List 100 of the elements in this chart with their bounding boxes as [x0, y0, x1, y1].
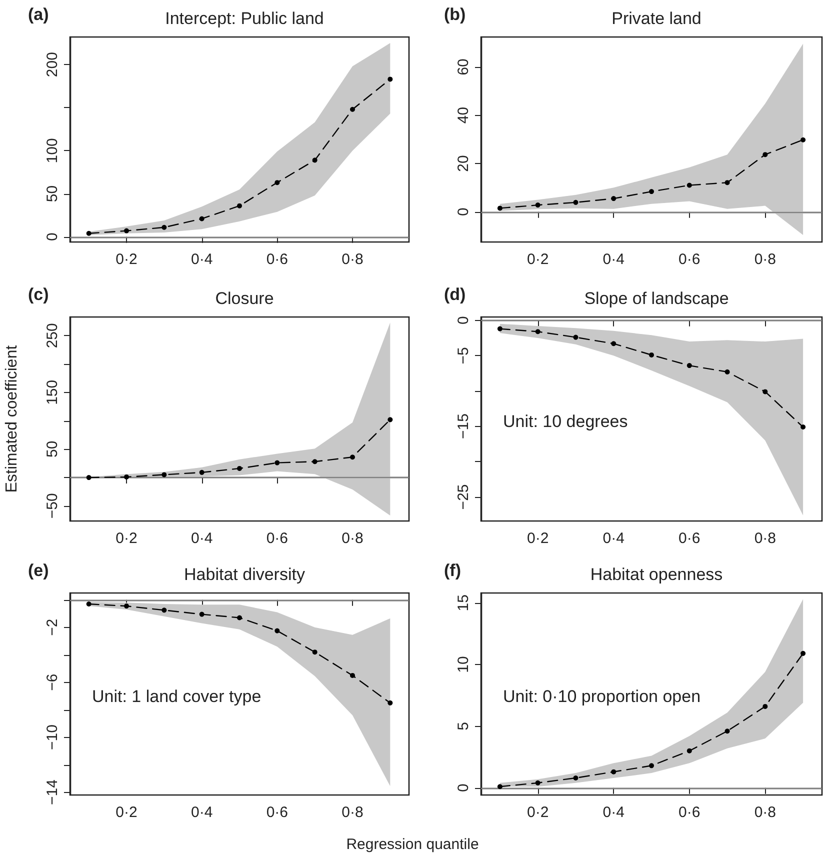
- point: [686, 748, 692, 754]
- x-tick-label: 0·6: [678, 804, 700, 821]
- chart-title: Intercept: Public land: [165, 9, 324, 28]
- point: [649, 189, 654, 194]
- text: (f): [444, 561, 461, 580]
- chart-title: Slope of landscape: [584, 289, 729, 308]
- x-tick-label: 0·4: [602, 530, 624, 547]
- point: [274, 628, 280, 634]
- y-tick-label: 60: [455, 58, 472, 76]
- annotation: Unit: 0·10 proportion open: [503, 686, 701, 706]
- point: [686, 182, 692, 188]
- point: [350, 672, 355, 678]
- x-tick-label: 0·6: [266, 530, 288, 547]
- y-tick-label: −10: [44, 724, 61, 750]
- x-tick-label: 0·6: [266, 804, 288, 821]
- point: [535, 780, 540, 786]
- x-tick-label: 0·2: [116, 251, 138, 268]
- text: (c): [28, 285, 49, 304]
- y-tick-label: 10: [455, 656, 472, 673]
- y-tick-label: 40: [455, 106, 472, 124]
- point: [274, 460, 280, 466]
- point: [800, 137, 806, 142]
- point: [611, 341, 616, 346]
- y-tick-label: 5: [455, 722, 472, 730]
- point: [237, 466, 242, 471]
- y-tick-label: 0: [455, 208, 472, 216]
- y-tick-label: 15: [455, 594, 472, 612]
- point: [611, 769, 616, 774]
- point: [312, 459, 318, 464]
- x-tick-label: 0·4: [190, 251, 213, 268]
- point: [573, 200, 578, 205]
- chart-title: Habitat diversity: [184, 565, 306, 584]
- point: [497, 206, 502, 211]
- text: (b): [444, 5, 466, 24]
- point: [388, 417, 393, 422]
- y-tick-label: 0: [455, 316, 472, 324]
- x-tick-label: 0·8: [342, 251, 364, 268]
- x-tick-label: 0·8: [754, 251, 776, 268]
- point: [86, 230, 92, 236]
- point: [649, 763, 654, 768]
- x-tick-label: 0·8: [342, 530, 364, 547]
- point: [497, 326, 502, 332]
- point: [573, 334, 578, 340]
- x-tick-label: 0·2: [116, 804, 138, 821]
- text: (e): [28, 561, 49, 580]
- x-tick-label: 0·4: [602, 804, 624, 821]
- point: [388, 700, 393, 706]
- point: [199, 612, 204, 617]
- point: [162, 472, 167, 478]
- point: [724, 369, 730, 374]
- y-tick-label: −14: [44, 780, 61, 805]
- text: (d): [444, 285, 466, 304]
- y-tick-label: −15: [455, 414, 472, 440]
- point: [199, 470, 204, 475]
- y-tick-label: 150: [44, 380, 61, 405]
- chart-title: Private land: [612, 9, 702, 28]
- chart-title: Closure: [215, 289, 274, 308]
- point: [199, 216, 204, 222]
- point: [388, 76, 393, 82]
- point: [124, 228, 129, 234]
- text: (a): [28, 5, 49, 24]
- x-tick-label: 0·8: [342, 804, 364, 821]
- y-tick-label: 100: [44, 138, 61, 164]
- point: [573, 775, 578, 780]
- x-tick-label: 0·6: [678, 530, 700, 547]
- x-tick-label: 0·8: [754, 530, 776, 547]
- point: [237, 203, 242, 208]
- point: [762, 152, 768, 158]
- y-tick-label: −25: [455, 484, 472, 510]
- x-tick-label: 0·4: [190, 530, 213, 547]
- y-tick-label: 20: [455, 155, 472, 172]
- y-tick-label: 0: [455, 784, 472, 792]
- point: [535, 329, 540, 334]
- point: [535, 202, 540, 208]
- y-tick-label: −2: [44, 618, 61, 636]
- point: [162, 608, 167, 613]
- point: [762, 389, 768, 394]
- x-tick-label: 0·4: [602, 251, 624, 268]
- y-axis-title: Estimated coefficient: [4, 344, 20, 493]
- point: [86, 601, 92, 606]
- point: [686, 363, 692, 368]
- y-tick-label: 50: [44, 440, 61, 458]
- point: [124, 474, 129, 480]
- x-tick-label: 0·2: [526, 804, 549, 821]
- y-tick-label: 250: [44, 323, 61, 348]
- x-tick-label: 0·2: [526, 251, 549, 268]
- x-tick-label: 0·6: [678, 251, 700, 268]
- point: [800, 650, 806, 656]
- y-tick-label: 0: [44, 232, 61, 242]
- y-tick-label: −5: [455, 347, 472, 364]
- point: [724, 728, 730, 734]
- point: [312, 650, 318, 655]
- point: [274, 180, 280, 186]
- y-tick-label: −50: [44, 493, 61, 519]
- x-tick-label: 0·4: [190, 804, 213, 821]
- point: [497, 784, 502, 790]
- point: [649, 352, 654, 358]
- point: [724, 180, 730, 186]
- annotation: Unit: 1 land cover type: [92, 686, 262, 706]
- y-tick-label: −6: [44, 674, 61, 691]
